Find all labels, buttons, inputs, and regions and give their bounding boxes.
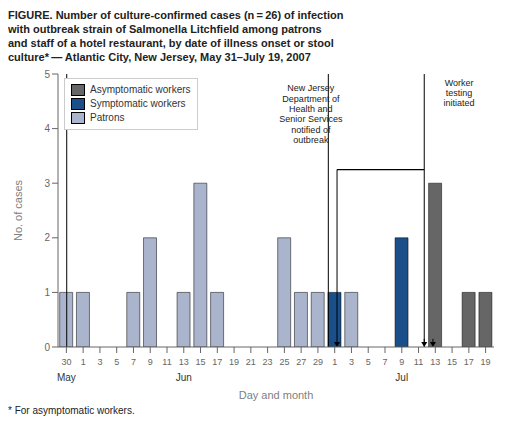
svg-text:5: 5 [44,69,50,80]
svg-text:3: 3 [44,178,50,189]
html-text:FIGURE. Number of culture-conf: FIGURE. Number of culture-confirmed case… [8,9,344,63]
svg-text:13: 13 [430,357,440,367]
svg-text:1: 1 [44,287,50,298]
svg-text:3: 3 [349,357,354,367]
svg-text:30: 30 [61,357,71,367]
html-text:Patrons: Patrons [90,112,125,123]
svg-text:Workertestinginitiated: Workertestinginitiated [444,78,475,109]
svg-text:11: 11 [414,357,423,367]
svg-text:5: 5 [366,357,371,367]
svg-text:9: 9 [148,357,153,367]
svg-text:4: 4 [44,123,50,134]
svg-text:13: 13 [179,357,189,367]
svg-text:25: 25 [279,357,289,367]
svg-text:15: 15 [447,357,457,367]
svg-text:New JerseyDepartment ofHealth: New JerseyDepartment ofHealth andSenior … [279,83,343,145]
html-text:Asymptomatic workers: Asymptomatic workers [90,84,191,95]
svg-text:21: 21 [246,357,256,367]
svg-text:29: 29 [313,357,323,367]
svg-text:Day and month: Day and month [239,389,314,401]
svg-text:19: 19 [481,357,491,367]
html-text:* For asymptomatic workers.: * For asymptomatic workers. [8,405,135,416]
svg-text:5: 5 [114,357,119,367]
svg-text:0: 0 [44,342,50,353]
svg-text:1: 1 [332,357,337,367]
svg-text:17: 17 [464,357,474,367]
svg-text:23: 23 [263,357,273,367]
svg-text:15: 15 [196,357,206,367]
svg-text:11: 11 [162,357,171,367]
svg-text:9: 9 [399,357,404,367]
svg-text:7: 7 [131,357,136,367]
svg-text:May: May [57,372,76,383]
html-text:Symptomatic workers: Symptomatic workers [90,98,186,109]
svg-text:Jul: Jul [395,372,408,383]
svg-text:1: 1 [81,357,86,367]
svg-text:27: 27 [296,357,306,367]
svg-text:2: 2 [44,232,50,243]
svg-text:17: 17 [212,357,222,367]
svg-text:19: 19 [229,357,239,367]
svg-text:No. of cases: No. of cases [12,179,24,241]
svg-text:3: 3 [97,357,102,367]
svg-text:Jun: Jun [176,372,192,383]
svg-text:7: 7 [382,357,387,367]
